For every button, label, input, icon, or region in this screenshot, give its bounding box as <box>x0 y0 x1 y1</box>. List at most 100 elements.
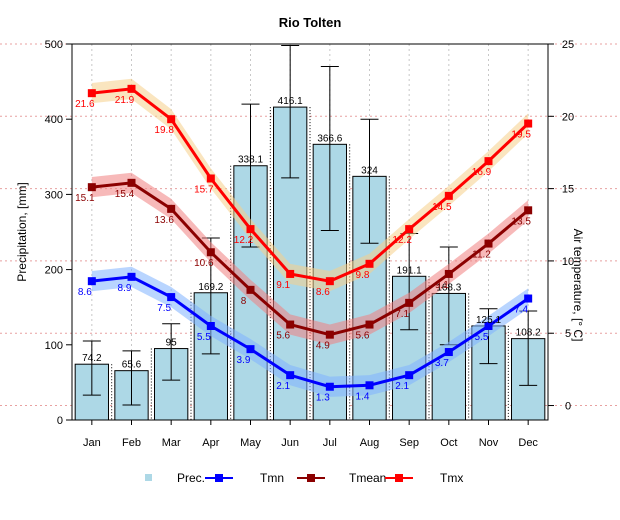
marker-tmean <box>87 183 96 192</box>
x-axis-tick-label: Apr <box>202 437 219 449</box>
bar-value-label: 338.1 <box>238 155 263 166</box>
temp-value-label-tmx: 21.6 <box>75 99 95 110</box>
y2-axis-tick-label: 15 <box>562 184 574 196</box>
x-axis-tick-label: Jan <box>83 437 101 449</box>
axes: 0 100 200 300 400 500 0 5 10 15 20 25 Jan Feb Mar Apr Ma… <box>45 39 574 449</box>
x-axis-tick-label: Mar <box>162 437 181 449</box>
marker-tmean <box>444 269 453 278</box>
temp-value-label-tmx: 9.8 <box>356 270 370 281</box>
marker-tmean <box>246 285 255 294</box>
x-axis-tick-label: May <box>240 437 261 449</box>
temp-value-label-tmn: 8.9 <box>118 283 132 294</box>
x-axis-tick-label: Nov <box>479 437 499 449</box>
marker-tmx <box>365 259 374 268</box>
marker-tmx <box>246 225 255 234</box>
marker-tmx <box>325 277 334 286</box>
marker-tmean <box>167 204 176 213</box>
x-axis-tick-label: Dec <box>518 437 538 449</box>
temp-value-label-tmean: 4.9 <box>316 341 330 352</box>
temp-value-label-tmean: 13.6 <box>154 215 174 226</box>
marker-tmean <box>365 320 374 329</box>
temp-value-label-tmn: 8.6 <box>78 287 92 298</box>
legend-label-tmx: Tmx <box>440 471 463 485</box>
marker-tmn <box>167 293 176 302</box>
y-axis-tick-label: 500 <box>45 39 63 51</box>
marker-tmx <box>87 89 96 98</box>
legend-swatch-prec <box>145 474 152 481</box>
x-axis-tick-label: Oct <box>440 437 457 449</box>
marker-tmean <box>286 320 295 329</box>
temperature-lines <box>87 84 533 391</box>
x-axis-tick-label: Feb <box>122 437 141 449</box>
marker-tmean <box>325 330 334 339</box>
temp-value-label-tmn: 7.4 <box>514 305 528 316</box>
temp-value-label-tmx: 16.9 <box>472 167 492 178</box>
temp-value-label-tmx: 12.2 <box>234 235 254 246</box>
bar-value-label: 169.2 <box>198 282 223 293</box>
marker-tmn <box>246 345 255 354</box>
temp-value-label-tmean: 13.5 <box>511 216 531 227</box>
temp-value-label-tmx: 9.1 <box>276 280 290 291</box>
bar-value-label: 366.6 <box>317 133 342 144</box>
x-axis-tick-label: Jun <box>281 437 299 449</box>
marker-tmx <box>167 115 176 124</box>
temp-value-label-tmn: 2.1 <box>276 381 290 392</box>
temp-value-label-tmean: 15.4 <box>115 189 135 200</box>
marker-tmn <box>127 272 136 281</box>
x-axis-tick-label: Jul <box>323 437 337 449</box>
temp-value-label-tmn: 1.3 <box>316 393 330 404</box>
legend-label-tmn: Tmn <box>260 471 284 485</box>
marker-tmn <box>87 277 96 286</box>
temp-value-label-tmx: 19.8 <box>154 125 174 136</box>
temp-value-label-tmx: 15.7 <box>194 184 214 195</box>
temp-value-label-tmn: 3.7 <box>435 358 449 369</box>
marker-tmn <box>206 322 215 330</box>
marker-tmean <box>127 178 136 187</box>
y2-axis-label: Air temperature, [° C] <box>571 229 585 342</box>
marker-tmx <box>524 119 533 128</box>
temp-value-label-tmn: 1.4 <box>356 391 370 402</box>
temp-value-label-tmean: 5.6 <box>276 331 290 342</box>
marker-tmx <box>206 174 215 183</box>
temperature-bands <box>91 78 529 397</box>
marker-tmean <box>405 298 414 307</box>
bar-value-label: 125.1 <box>476 315 501 326</box>
data-labels: 74.2 65.6 95 169.2 338.1 416.1 366.6 324 191.1 16… <box>75 95 541 404</box>
marker-tmx <box>286 269 295 278</box>
y-axis-tick-label: 0 <box>57 415 63 427</box>
legend-marker-tmx <box>395 474 403 482</box>
bar-value-label: 108.2 <box>516 328 541 339</box>
temp-value-label-tmn: 5.5 <box>197 332 211 343</box>
y2-axis-tick-label: 20 <box>562 111 574 123</box>
temp-value-label-tmean: 10.6 <box>194 258 214 269</box>
plot-frame <box>71 43 549 421</box>
marker-tmn <box>405 371 414 380</box>
temp-value-label-tmn: 2.1 <box>395 381 409 392</box>
y2-axis-tick-label: 10 <box>562 256 574 268</box>
temp-value-label-tmx: 12.2 <box>392 235 412 246</box>
temp-value-label-tmn: 5.5 <box>475 332 489 343</box>
marker-tmn <box>286 371 295 380</box>
temp-value-label-tmean: 5.6 <box>356 331 370 342</box>
marker-tmn <box>325 382 334 391</box>
marker-tmx <box>484 157 493 166</box>
y2-axis-tick-label: 0 <box>565 401 571 413</box>
y-axis-tick-label: 100 <box>45 340 63 352</box>
line-tmn <box>91 275 530 389</box>
line-tmean <box>91 181 530 337</box>
temp-value-label-tmx: 14.5 <box>432 202 452 213</box>
legend-marker-tmn <box>215 474 223 482</box>
legend-marker-tmean <box>307 474 315 482</box>
bar-value-label: 95 <box>166 338 178 349</box>
chart-title: Rio Tolten <box>279 15 342 30</box>
legend: Prec. Tmn Tmean Tmx <box>145 471 463 485</box>
temp-value-label-tmean: 9.1 <box>435 280 449 291</box>
temp-value-label-tmn: 3.9 <box>237 355 251 366</box>
temp-value-label-tmx: 8.6 <box>316 287 330 298</box>
legend-label-tmean: Tmean <box>349 471 386 485</box>
y-axis-tick-label: 300 <box>45 189 63 201</box>
marker-tmn <box>444 348 453 357</box>
bar-value-label: 324 <box>361 165 378 176</box>
temp-value-label-tmean: 8 <box>241 296 247 307</box>
